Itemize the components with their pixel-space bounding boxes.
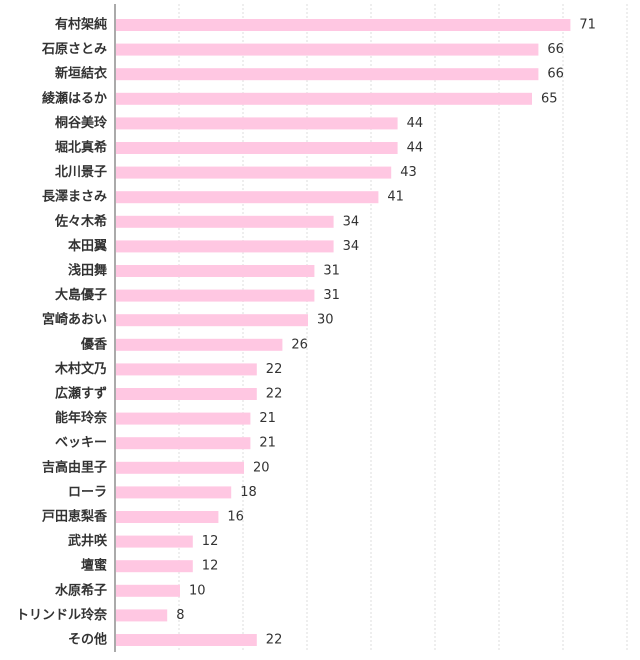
value-label: 8 [176, 608, 184, 623]
category-label: 能年玲奈 [55, 410, 108, 426]
bar [116, 634, 257, 646]
value-label: 16 [227, 510, 244, 525]
value-label: 30 [317, 313, 334, 328]
category-label: 石原さとみ [41, 42, 107, 57]
category-label: 有村架純 [55, 17, 107, 33]
value-label: 18 [240, 485, 257, 500]
bar [116, 117, 398, 130]
category-label: 水原希子 [55, 582, 107, 598]
value-label: 21 [259, 436, 276, 451]
category-label: 宮崎あおい [42, 312, 107, 328]
bar [116, 412, 251, 425]
value-label: 22 [266, 362, 283, 377]
bar [116, 289, 315, 302]
bar [116, 191, 379, 204]
category-label: 堀北真希 [55, 140, 107, 156]
category-label: ベッキー [55, 436, 107, 451]
value-label: 34 [343, 239, 360, 254]
category-label: 壇蜜 [81, 558, 107, 574]
bar [116, 166, 392, 179]
value-label: 31 [323, 288, 340, 303]
category-label: 佐々木希 [54, 213, 107, 229]
bar [116, 363, 257, 376]
value-label: 44 [407, 141, 424, 156]
bar [116, 265, 315, 277]
bar [116, 486, 232, 499]
bar [116, 68, 539, 81]
value-label: 34 [343, 214, 360, 229]
bar [116, 19, 571, 31]
grid-lines [178, 4, 628, 652]
value-label: 43 [400, 165, 417, 180]
bar [116, 240, 334, 253]
category-label: ローラ [68, 485, 107, 500]
category-label: 長澤まさみ [42, 189, 107, 205]
category-label: 綾瀬はるか [42, 90, 107, 106]
value-label: 26 [291, 337, 308, 352]
bar [116, 314, 308, 327]
bar [116, 142, 398, 154]
value-label: 31 [323, 264, 340, 279]
value-label: 65 [541, 91, 558, 106]
bar [116, 609, 168, 622]
bar [116, 338, 283, 351]
bar [116, 584, 180, 597]
bar [116, 535, 193, 548]
category-label: 新垣結衣 [55, 66, 107, 82]
bar [116, 461, 244, 474]
value-label: 44 [407, 116, 424, 131]
value-label: 10 [189, 583, 206, 598]
category-label: 優香 [80, 336, 108, 352]
value-label: 21 [259, 411, 276, 426]
bar [116, 437, 251, 450]
bar [116, 388, 257, 400]
bar [116, 92, 532, 105]
value-label: 22 [266, 387, 283, 402]
category-label: 戸田恵梨香 [42, 509, 108, 525]
value-label: 12 [202, 559, 219, 574]
category-label: 北川景子 [55, 165, 107, 180]
value-label: 66 [547, 42, 564, 57]
category-label: 広瀬すず [55, 386, 107, 402]
category-label: 本田翼 [68, 238, 107, 254]
category-labels: 有村架純石原さとみ新垣結衣綾瀬はるか桐谷美玲堀北真希北川景子長澤まさみ佐々木希本… [16, 17, 108, 648]
bar [116, 560, 193, 573]
category-label: 武井咲 [68, 533, 108, 549]
value-label: 71 [579, 18, 596, 33]
value-label: 41 [387, 190, 404, 205]
bar [116, 215, 334, 228]
bar [116, 43, 539, 56]
value-label: 20 [253, 460, 270, 475]
bar [116, 511, 219, 523]
category-label: 吉高由里子 [42, 459, 107, 475]
value-label: 12 [202, 534, 219, 549]
bars [116, 19, 571, 646]
category-label: その他 [68, 632, 107, 648]
value-label: 22 [266, 633, 283, 648]
category-label: 桐谷美玲 [55, 115, 108, 131]
category-label: トリンドル玲奈 [16, 607, 108, 623]
value-label: 66 [547, 67, 564, 82]
category-label: 大島優子 [55, 287, 107, 303]
category-label: 浅田舞 [68, 263, 107, 279]
value-labels: 7166666544444341343431313026222221212018… [176, 18, 596, 648]
category-label: 木村文乃 [54, 361, 107, 377]
